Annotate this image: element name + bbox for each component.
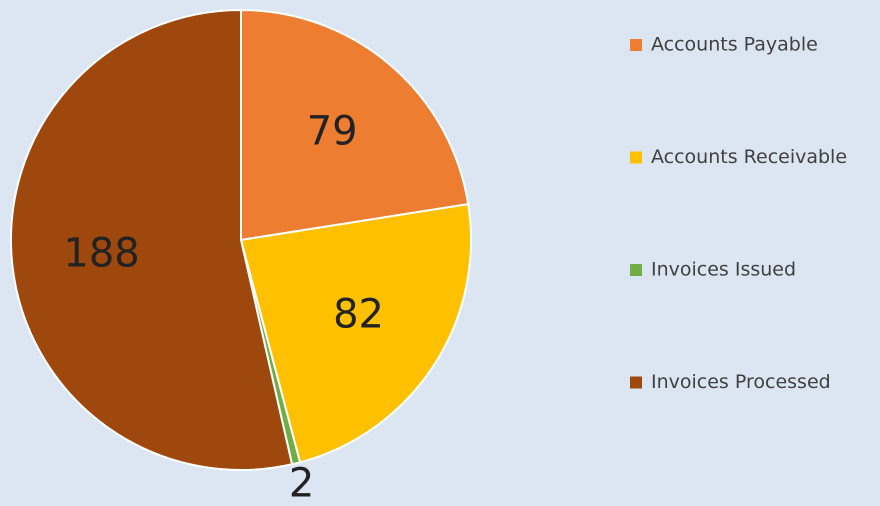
data-label: 188 [63,231,139,277]
data-label: 79 [307,108,358,154]
legend-swatch [630,264,642,276]
legend-label: Invoices Issued [651,259,796,281]
legend-swatch [630,39,642,51]
pie-slice [240,8,470,242]
legend-label: Invoices Processed [651,371,831,393]
data-label: 2 [289,461,314,506]
legend-label: Accounts Payable [651,34,818,56]
pie-slice [10,8,294,471]
pie-slice [239,202,472,464]
legend-swatch [630,151,642,164]
data-label: 82 [333,292,384,338]
legend-swatch [630,376,642,389]
legend-label: Accounts Receivable [651,146,847,168]
